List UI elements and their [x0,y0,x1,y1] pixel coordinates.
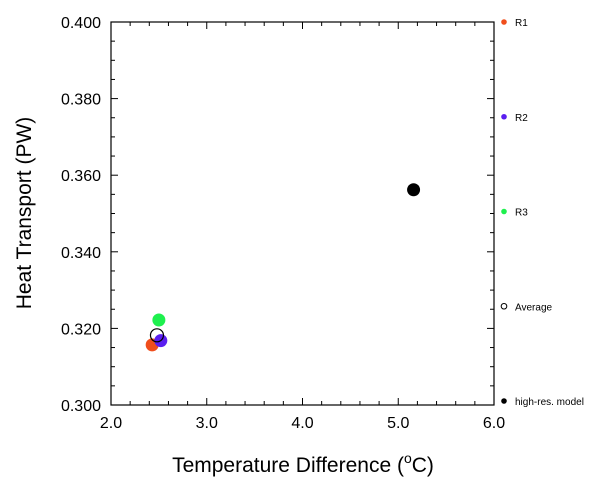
x-axis-unit-superscript: o [404,450,412,466]
x-tick-label: 5.0 [387,415,409,432]
y-tick-label: 0.400 [61,15,101,32]
point-high-res-model [407,183,421,197]
x-tick-label: 2.0 [100,415,122,432]
plot-frame [110,21,495,406]
legend-label-r1: R1 [515,18,528,29]
legend-marker-high-res-model [501,398,507,404]
x-tick-label: 6.0 [483,415,505,432]
x-tick-label: 4.0 [291,415,313,432]
axis-ticks [110,21,495,406]
x-axis-title: Temperature Difference (oC) [172,450,434,477]
y-tick-label: 0.320 [61,321,101,338]
point-r3 [152,313,166,327]
data-points [145,183,421,352]
y-axis-title: Heat Transport (PW) [13,117,36,310]
legend-marker-r2 [501,113,507,120]
legend-marker-r1 [501,19,507,25]
x-tick-label: 3.0 [196,415,218,432]
legend-label-r3: R3 [515,208,528,219]
legend-label-high-res-model: high-res. model [515,397,584,408]
legend-marker-r3 [501,208,507,215]
y-tick-label: 0.380 [61,92,101,109]
legend-marker-average [500,302,508,310]
point-average [149,328,165,343]
legend-label-r2: R2 [515,113,528,124]
y-tick-label: 0.300 [61,398,101,415]
legend: R1 R2 R3 Average high-res. model [500,18,584,408]
y-tick-label: 0.360 [61,168,101,185]
y-tick-label: 0.340 [61,245,101,262]
legend-label-average: Average [515,302,553,313]
axis-tick-labels: 2.0 3.0 4.0 5.0 6.0 0.300 0.320 0.340 0.360 0.380… [61,15,505,432]
